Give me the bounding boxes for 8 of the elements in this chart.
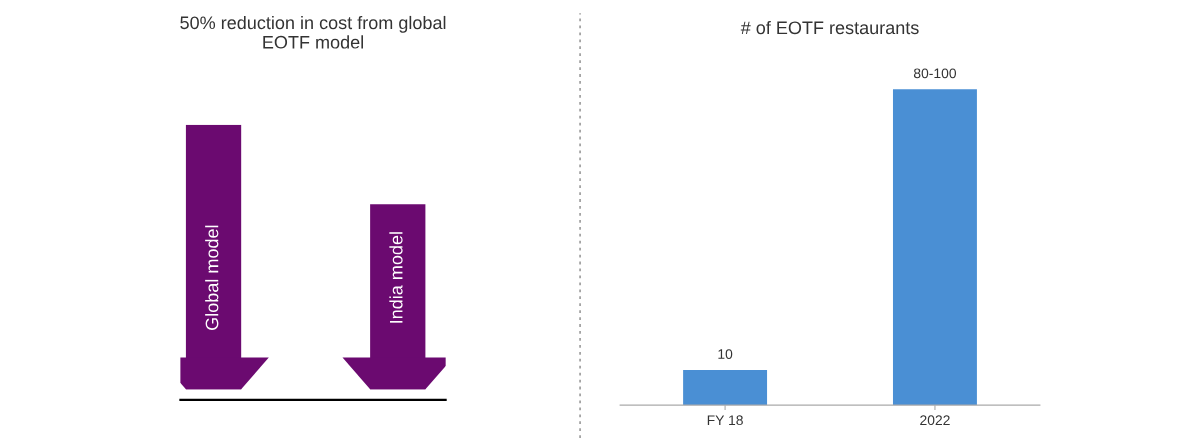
data-label: 80-100: [913, 68, 957, 79]
x-tick-label: 2022: [920, 415, 950, 426]
x-tick-label: FY 18: [707, 415, 743, 426]
x-tick-label: Global model: [205, 225, 219, 330]
data-label: 10: [718, 349, 733, 359]
chart-title: # of EOTF restaurants: [740, 20, 919, 35]
chart-title: 50% reduction in cost from global EOTF model: [180, 15, 446, 49]
x-tick-label: India model: [389, 232, 403, 323]
